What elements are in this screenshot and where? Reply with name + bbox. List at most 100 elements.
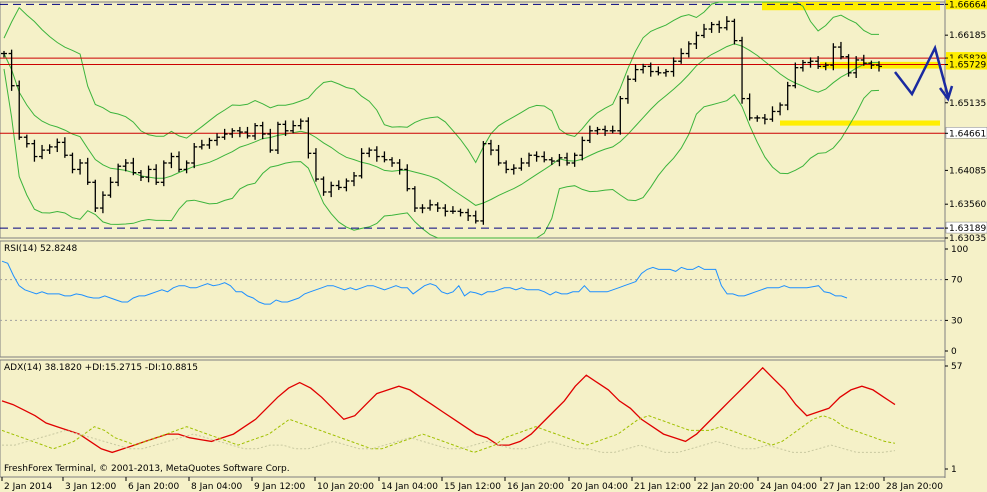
ohlc-bar bbox=[548, 157, 555, 165]
ohlc-bar bbox=[351, 171, 357, 187]
ohlc-bar bbox=[845, 54, 852, 77]
adx-series-adx bbox=[1, 366, 896, 454]
ohlc-bar bbox=[609, 125, 616, 134]
ohlc-bar bbox=[31, 139, 38, 162]
price-axis-label: 1.63035 bbox=[949, 234, 986, 244]
price-axis-label: 1.66664 bbox=[949, 0, 986, 10]
ohlc-bar bbox=[153, 164, 160, 185]
ohlc-bar bbox=[647, 62, 654, 77]
copyright-text: FreshForex Terminal, © 2001-2013, MetaQu… bbox=[4, 464, 290, 474]
ohlc-bar bbox=[457, 208, 464, 217]
ohlc-bar bbox=[419, 204, 426, 214]
price-axis-label: 1.65135 bbox=[949, 99, 986, 109]
time-axis-label: 14 Jan 04:00 bbox=[381, 482, 438, 492]
ohlc-bar bbox=[328, 181, 335, 198]
ohlc-bar bbox=[343, 178, 350, 192]
ohlc-bar bbox=[252, 123, 259, 140]
ohlc-bar bbox=[54, 138, 61, 153]
ohlc-bar bbox=[830, 43, 837, 71]
ohlc-bar bbox=[115, 163, 122, 187]
ohlc-bar bbox=[16, 80, 23, 140]
ohlc-bar bbox=[487, 139, 494, 156]
ohlc-bar bbox=[358, 148, 365, 179]
ohlc-bar bbox=[99, 191, 106, 214]
ohlc-bar bbox=[221, 128, 228, 140]
price-axis-label: 1.66185 bbox=[949, 31, 986, 41]
ohlc-bar bbox=[46, 144, 53, 154]
time-axis-label: 28 Jan 20:00 bbox=[886, 482, 943, 492]
ohlc-bar bbox=[130, 157, 137, 176]
adx-axis-label: 57 bbox=[951, 362, 962, 372]
ohlc-bar bbox=[662, 68, 669, 77]
ohlc-bar bbox=[617, 96, 624, 135]
ohlc-bar bbox=[564, 152, 571, 166]
price-label-highlight bbox=[946, 52, 987, 64]
time-axis-label: 24 Jan 04:00 bbox=[760, 482, 817, 492]
ohlc-bar bbox=[1, 50, 7, 58]
ohlc-bar bbox=[640, 63, 647, 74]
ohlc-bar bbox=[282, 120, 289, 136]
ohlc-bar bbox=[799, 59, 806, 72]
ohlc-bar bbox=[792, 62, 799, 89]
price-axis-label: 1.63560 bbox=[949, 200, 986, 210]
ohlc-bar bbox=[510, 164, 517, 175]
ohlc-bar bbox=[708, 21, 715, 33]
time-axis-label: 3 Jan 12:00 bbox=[65, 482, 117, 492]
time-axis-label: 9 Jan 12:00 bbox=[254, 482, 306, 492]
ohlc-bar bbox=[518, 157, 525, 171]
time-axis-label: 27 Jan 12:00 bbox=[823, 482, 880, 492]
ohlc-bar bbox=[214, 133, 221, 146]
ohlc-bar bbox=[480, 141, 487, 225]
ohlc-bar bbox=[746, 93, 753, 121]
ohlc-bar bbox=[602, 125, 609, 136]
down-arrow-icon bbox=[894, 44, 954, 102]
ohlc-bar bbox=[495, 144, 502, 166]
time-axis-label: 6 Jan 20:00 bbox=[128, 482, 180, 492]
bollinger-band-mid bbox=[3, 43, 880, 206]
ohlc-bar bbox=[183, 160, 190, 174]
ohlc-bar bbox=[320, 176, 327, 196]
ohlc-bar bbox=[632, 64, 639, 82]
time-axis-label: 20 Jan 04:00 bbox=[571, 482, 628, 492]
price-axis-label: 1.63189 bbox=[949, 224, 986, 234]
rsi-axis-label: 100 bbox=[951, 245, 968, 255]
rsi-axis-label: 0 bbox=[951, 347, 957, 357]
ohlc-bar bbox=[678, 48, 685, 64]
ohlc-bar bbox=[236, 126, 243, 138]
ohlc-bar bbox=[176, 151, 182, 172]
ohlc-bar bbox=[465, 208, 472, 221]
ohlc-bar bbox=[586, 125, 593, 144]
time-axis-label: 21 Jan 12:00 bbox=[634, 482, 691, 492]
ohlc-bar bbox=[503, 160, 510, 174]
ohlc-bar bbox=[160, 160, 167, 187]
support-resistance-zone bbox=[762, 2, 940, 11]
ohlc-bar bbox=[244, 126, 251, 139]
ohlc-bar bbox=[685, 41, 692, 58]
price-axis-label: 1.64661 bbox=[949, 129, 986, 139]
ohlc-bar bbox=[145, 165, 152, 183]
ohlc-bar bbox=[411, 186, 418, 212]
time-axis-label: 22 Jan 20:00 bbox=[697, 482, 754, 492]
ohlc-bar bbox=[807, 57, 814, 68]
ohlc-bar bbox=[312, 148, 319, 182]
ohlc-bar bbox=[571, 152, 578, 167]
ohlc-bar bbox=[853, 56, 860, 78]
adx-series-di bbox=[1, 415, 896, 453]
ohlc-bar bbox=[533, 151, 540, 162]
forecast-arrow-path bbox=[894, 44, 950, 97]
ohlc-bar bbox=[305, 117, 312, 159]
ohlc-bar bbox=[404, 164, 411, 192]
ohlc-bar bbox=[107, 177, 114, 198]
price-label-highlight bbox=[946, 58, 987, 70]
ohlc-bar bbox=[389, 157, 396, 167]
ohlc-bar bbox=[39, 144, 46, 160]
ohlc-bar bbox=[297, 118, 304, 130]
ohlc-bar bbox=[815, 56, 822, 69]
ohlc-bar bbox=[427, 199, 434, 211]
ohlc-bar bbox=[137, 170, 144, 182]
price-label-highlight bbox=[946, 0, 987, 10]
ohlc-bar bbox=[541, 151, 548, 163]
bollinger-band-upper bbox=[3, 1, 879, 164]
ohlc-bar bbox=[84, 157, 91, 185]
